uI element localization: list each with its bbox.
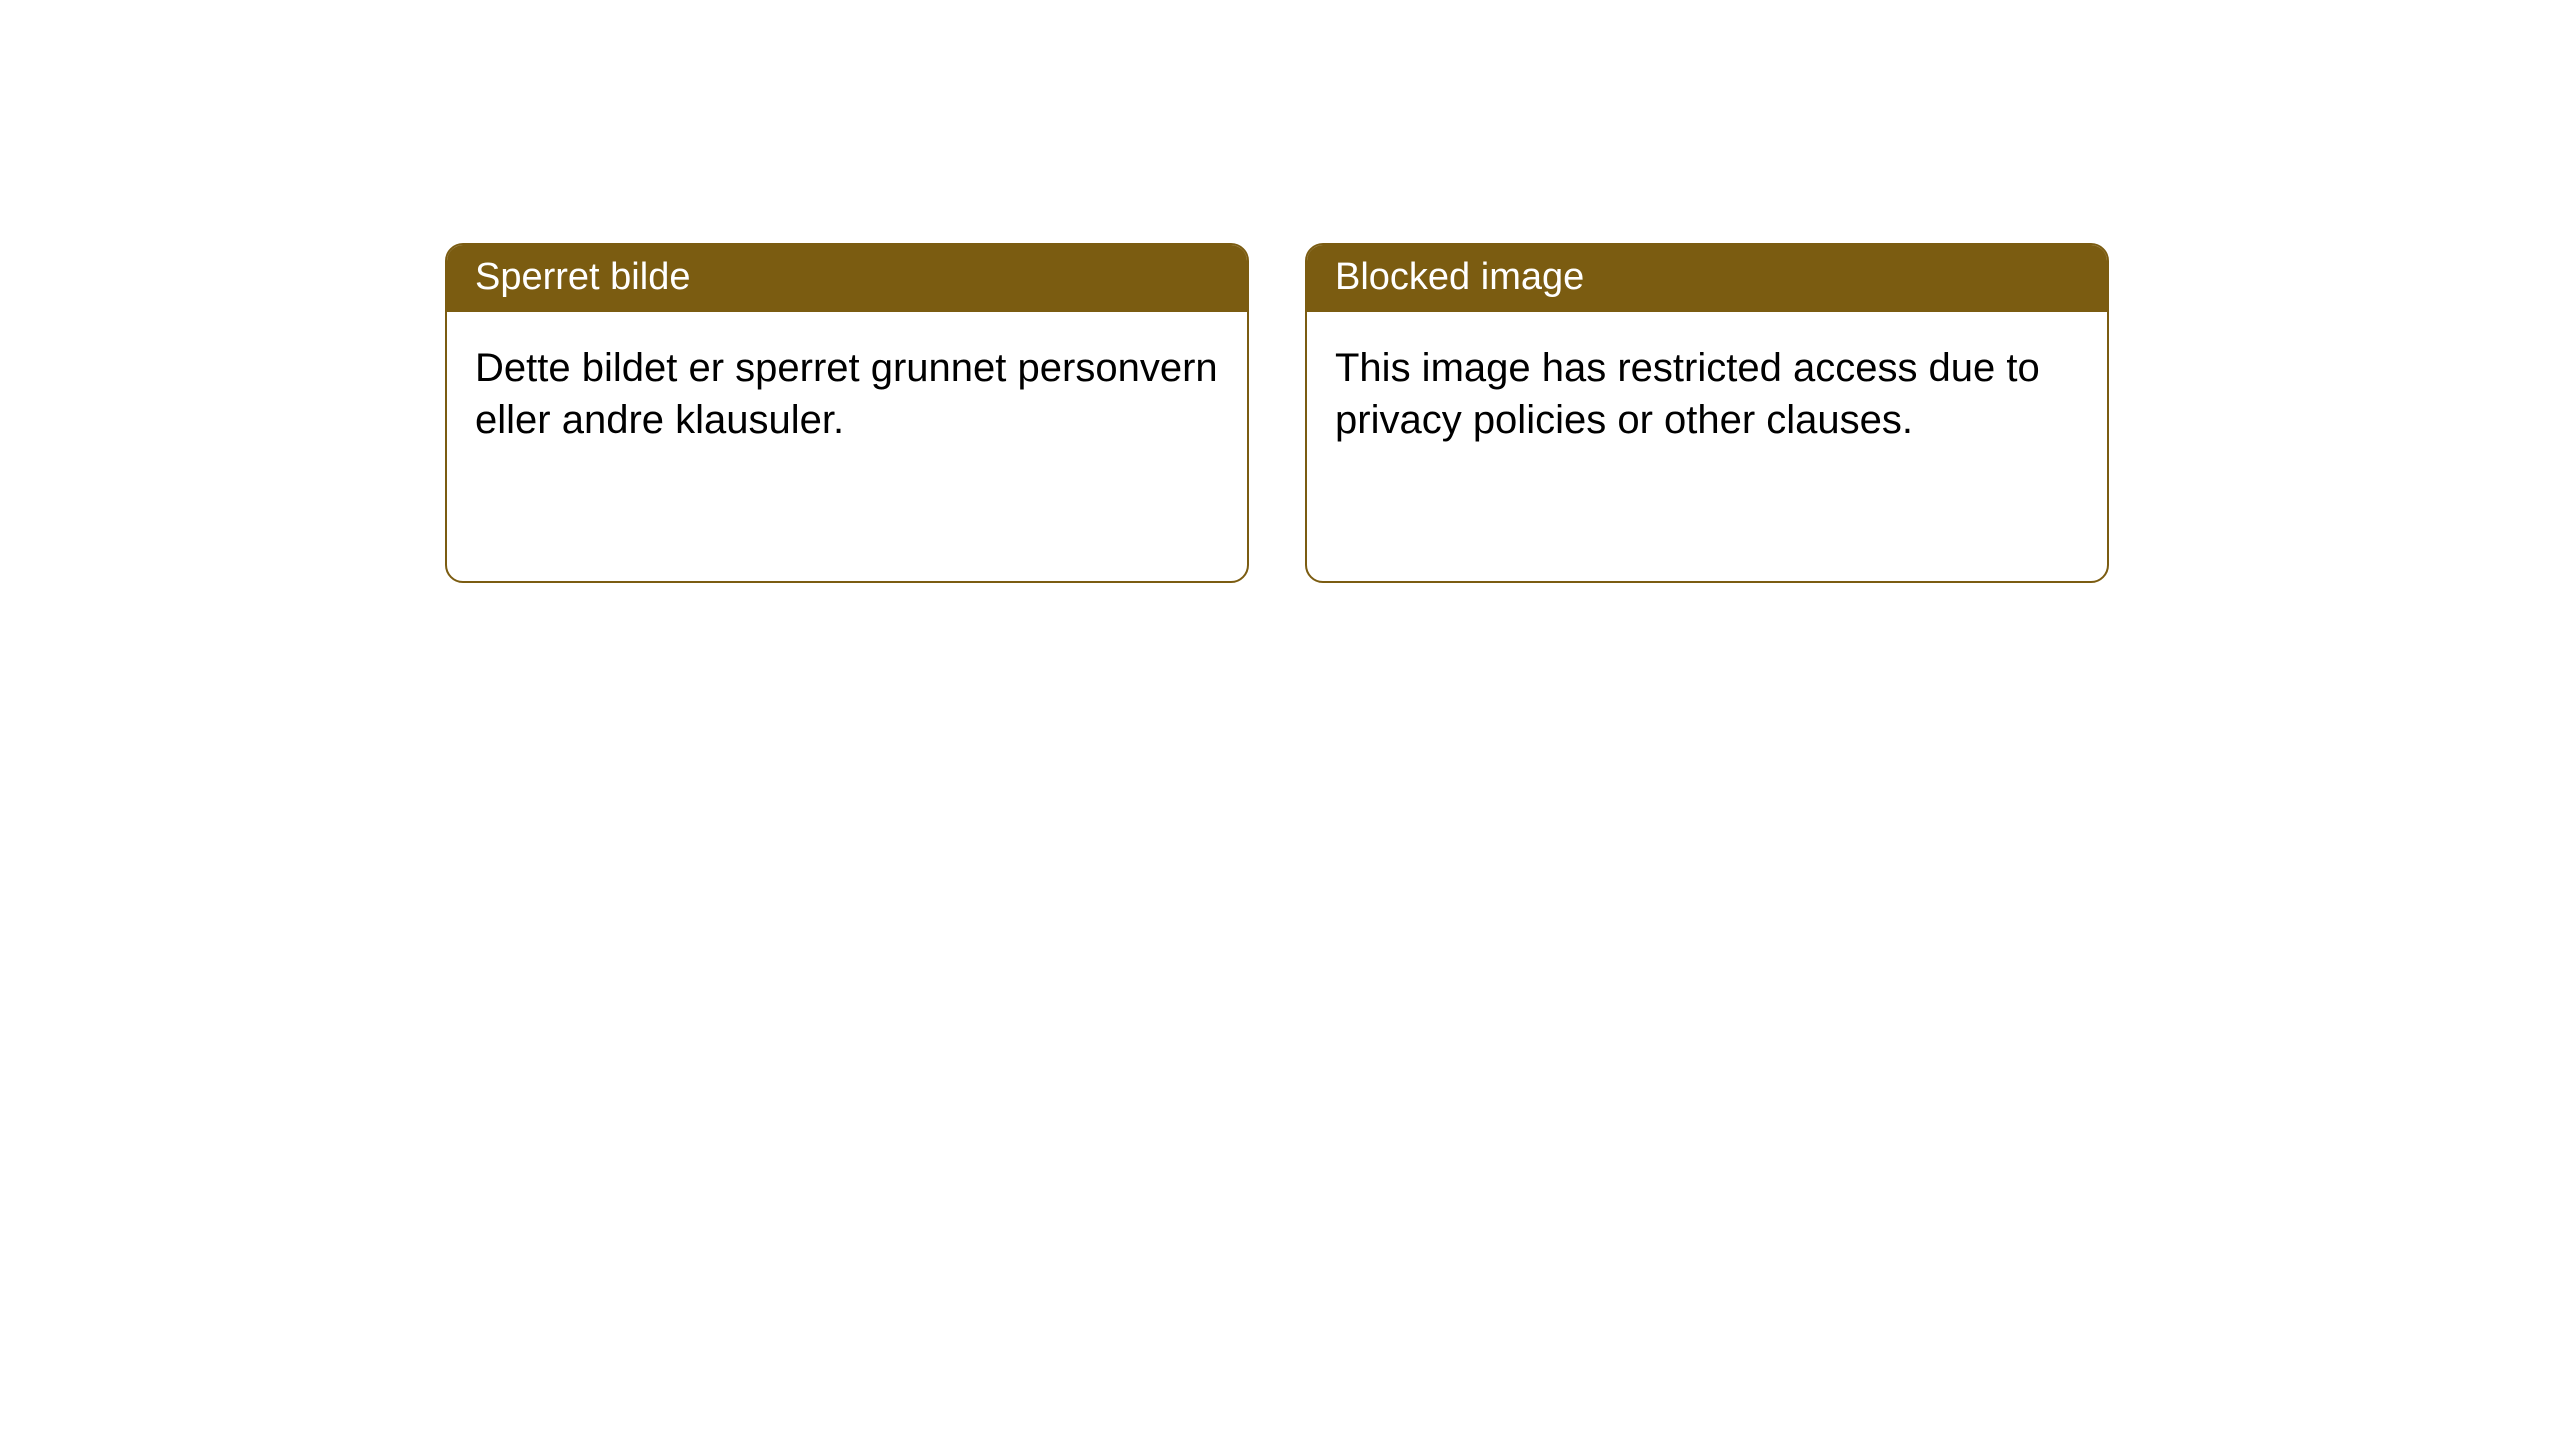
notice-container: Sperret bilde Dette bildet er sperret gr… [445, 243, 2109, 583]
notice-card-norwegian: Sperret bilde Dette bildet er sperret gr… [445, 243, 1249, 583]
notice-header: Sperret bilde [447, 245, 1247, 312]
notice-body-text: This image has restricted access due to … [1307, 312, 2107, 581]
notice-body-text: Dette bildet er sperret grunnet personve… [447, 312, 1247, 581]
notice-card-english: Blocked image This image has restricted … [1305, 243, 2109, 583]
notice-header: Blocked image [1307, 245, 2107, 312]
